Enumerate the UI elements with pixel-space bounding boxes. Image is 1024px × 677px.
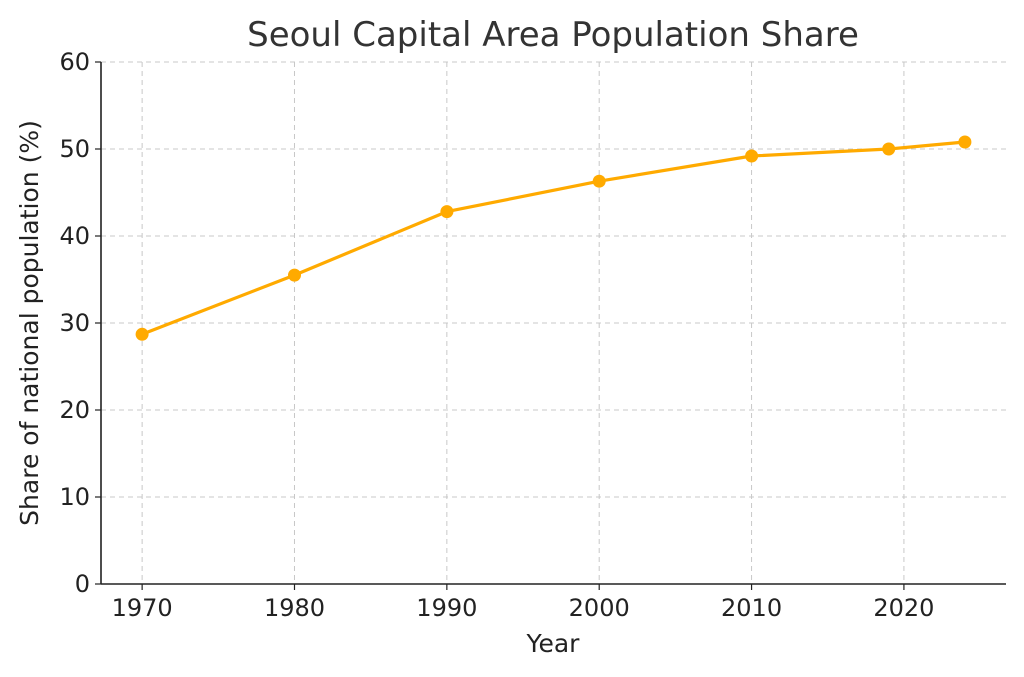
y-tick-label: 10 — [59, 483, 90, 511]
x-axis-label: Year — [526, 629, 581, 658]
x-tick-label: 2020 — [873, 594, 934, 622]
data-point — [135, 327, 149, 341]
y-axis-label: Share of national population (%) — [15, 120, 44, 526]
y-tick-label: 60 — [59, 48, 90, 76]
data-point — [958, 135, 972, 149]
x-tick-label: 2010 — [721, 594, 782, 622]
series — [135, 135, 972, 341]
data-point — [288, 268, 301, 282]
y-tick-label: 20 — [59, 396, 90, 424]
chart-title: Seoul Capital Area Population Share — [247, 15, 859, 55]
y-tick-label: 30 — [59, 309, 90, 337]
y-tick-label: 50 — [59, 135, 90, 163]
ticks: 0 10 20 30 40 50 60 1970 1980 1990 2000 2010 2020 — [59, 48, 934, 622]
x-tick-label: 1980 — [264, 594, 325, 622]
grid — [101, 61, 1006, 585]
x-tick-label: 1970 — [112, 594, 173, 622]
y-tick-label: 40 — [59, 222, 90, 250]
x-tick-label: 1990 — [416, 594, 477, 622]
data-point — [440, 205, 454, 219]
data-point — [745, 149, 759, 163]
series-line — [140, 140, 967, 336]
data-point — [882, 142, 896, 156]
x-tick-label: 2000 — [569, 594, 630, 622]
data-point — [592, 174, 606, 188]
y-tick-label: 0 — [75, 570, 90, 598]
